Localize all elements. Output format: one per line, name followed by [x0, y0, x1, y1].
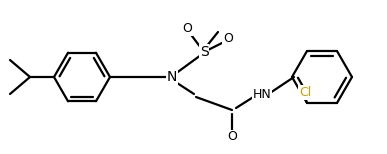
- Text: N: N: [167, 70, 177, 84]
- Text: O: O: [182, 22, 192, 34]
- Text: HN: HN: [253, 87, 271, 101]
- Text: O: O: [227, 130, 237, 144]
- Text: O: O: [223, 32, 233, 45]
- Text: Cl: Cl: [299, 87, 311, 99]
- Text: S: S: [200, 45, 208, 59]
